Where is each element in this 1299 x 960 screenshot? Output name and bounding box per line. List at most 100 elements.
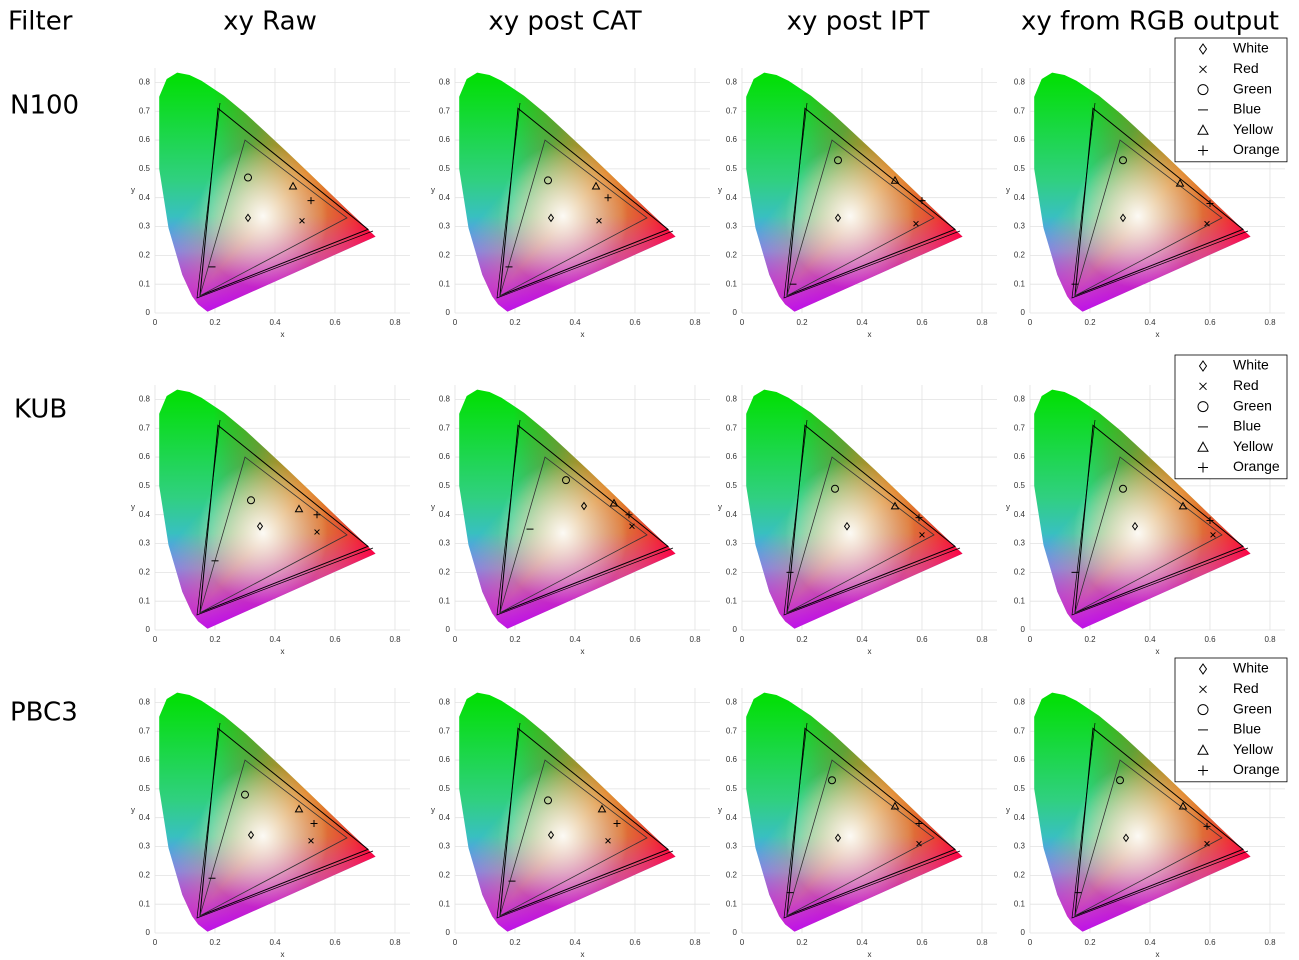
y-tick-label: 0.7 xyxy=(726,106,738,115)
legend-marker xyxy=(1198,663,1208,675)
point-plus xyxy=(1206,199,1214,207)
y-tick-label: 0 xyxy=(733,928,738,937)
legend-label: Blue xyxy=(1233,721,1261,737)
y-tick-label: 0.1 xyxy=(726,596,738,605)
y-tick-label: 0.6 xyxy=(439,755,451,764)
y-tick-label: 0.2 xyxy=(726,567,738,576)
y-axis-label: y xyxy=(131,806,135,815)
row-label: PBC3 xyxy=(10,698,78,728)
point-diamond xyxy=(244,213,252,223)
y-tick-label: 0.4 xyxy=(439,193,451,202)
x-tick-label: 0.2 xyxy=(796,938,808,947)
x-tick-label: 0.6 xyxy=(329,635,341,644)
y-tick-label: 0.3 xyxy=(439,222,451,231)
y-tick-label: 0.8 xyxy=(726,78,738,87)
column-header: xy post CAT xyxy=(488,7,641,37)
x-tick-label: 0.4 xyxy=(569,938,581,947)
point-circle xyxy=(828,776,837,785)
x-axis-label: x xyxy=(868,950,872,959)
legend-label: Orange xyxy=(1233,458,1280,474)
chart-panel: 0 0.2 0.4 0.6 0.8 0 0.1 0.2 0.3 0.4 0.5 0.6 0.7 0.8 x y xyxy=(718,688,997,959)
y-tick-label: 0.8 xyxy=(1014,78,1026,87)
legend: White Red Green Blue Yellow Orange xyxy=(1174,657,1288,783)
point-circle xyxy=(834,156,843,165)
y-tick-label: 0 xyxy=(146,308,151,317)
point-plus xyxy=(915,819,923,827)
legend-layer: White Red Green Blue Yellow Orange xyxy=(1174,354,1288,480)
x-tick-label: 0 xyxy=(740,938,745,947)
y-tick-label: 0.3 xyxy=(726,222,738,231)
x-tick-label: 0 xyxy=(153,938,158,947)
y-tick-label: 0.8 xyxy=(139,395,151,404)
legend-layer: White Red Green Blue Yellow Orange xyxy=(1174,37,1288,163)
y-tick-label: 0.8 xyxy=(139,698,151,707)
y-tick-label: 0.7 xyxy=(439,726,451,735)
x-axis-label: x xyxy=(581,950,585,959)
y-tick-label: 0.3 xyxy=(139,539,151,548)
chart-panel: 0 0.2 0.4 0.6 0.8 0 0.1 0.2 0.3 0.4 0.5 0.6 0.7 0.8 x y xyxy=(718,68,997,339)
y-tick-label: 0.4 xyxy=(1014,813,1026,822)
y-tick-label: 0.3 xyxy=(139,842,151,851)
point-plus xyxy=(918,197,926,205)
y-tick-label: 0.6 xyxy=(139,135,151,144)
y-tick-label: 0.1 xyxy=(139,279,151,288)
y-tick-label: 0.5 xyxy=(139,164,151,173)
y-tick-label: 0.4 xyxy=(1014,193,1026,202)
point-circle xyxy=(244,173,253,182)
legend-marker xyxy=(1199,685,1207,694)
point-x xyxy=(913,220,919,227)
x-tick-label: 0.2 xyxy=(509,318,521,327)
y-tick-label: 0.7 xyxy=(1014,726,1026,735)
legend-label: Red xyxy=(1233,60,1259,76)
y-tick-label: 0.5 xyxy=(1014,164,1026,173)
x-tick-label: 0.4 xyxy=(856,938,868,947)
chart-panel: 0 0.2 0.4 0.6 0.8 0 0.1 0.2 0.3 0.4 0.5 0.6 0.7 0.8 x y xyxy=(431,688,710,959)
column-header: xy from RGB output xyxy=(1021,7,1279,37)
point-circle xyxy=(247,496,256,505)
y-tick-label: 0.7 xyxy=(439,106,451,115)
x-tick-label: 0.6 xyxy=(916,635,928,644)
x-tick-label: 0.6 xyxy=(629,318,641,327)
y-tick-label: 0.5 xyxy=(726,784,738,793)
y-tick-label: 0.3 xyxy=(439,842,451,851)
y-tick-label: 0.5 xyxy=(726,481,738,490)
x-tick-label: 0.2 xyxy=(509,635,521,644)
y-axis-label: y xyxy=(1006,186,1010,195)
point-plus xyxy=(310,819,318,827)
y-tick-label: 0.3 xyxy=(139,222,151,231)
point-plus xyxy=(915,514,923,522)
y-tick-label: 0 xyxy=(446,308,451,317)
y-tick-label: 0.8 xyxy=(726,395,738,404)
point-plus xyxy=(307,197,315,205)
y-tick-label: 0.4 xyxy=(139,813,151,822)
legend-label: Red xyxy=(1233,680,1259,696)
y-tick-label: 0.2 xyxy=(439,250,451,259)
x-tick-label: 0.4 xyxy=(1144,938,1156,947)
y-tick-label: 0.7 xyxy=(439,423,451,432)
x-tick-label: 0.4 xyxy=(856,635,868,644)
point-x xyxy=(916,840,922,847)
y-tick-label: 0 xyxy=(1021,308,1026,317)
y-tick-label: 0.8 xyxy=(1014,698,1026,707)
point-plus xyxy=(625,511,633,519)
y-tick-label: 0.5 xyxy=(1014,481,1026,490)
point-diamond xyxy=(547,213,555,223)
y-tick-label: 0.8 xyxy=(139,78,151,87)
chart-panel: 0 0.2 0.4 0.6 0.8 0 0.1 0.2 0.3 0.4 0.5 0.6 0.7 0.8 x y xyxy=(431,385,710,656)
x-axis-label: x xyxy=(1156,647,1160,656)
x-axis-label: x xyxy=(281,330,285,339)
point-circle xyxy=(1119,156,1128,165)
y-tick-label: 0 xyxy=(1021,625,1026,634)
x-tick-label: 0.2 xyxy=(209,938,221,947)
point-x xyxy=(1204,220,1210,227)
legend-label: Red xyxy=(1233,377,1259,393)
x-tick-label: 0.2 xyxy=(1084,938,1096,947)
x-tick-label: 0.6 xyxy=(329,318,341,327)
y-tick-label: 0.3 xyxy=(726,842,738,851)
y-tick-label: 0.6 xyxy=(439,452,451,461)
y-tick-label: 0.6 xyxy=(726,452,738,461)
x-tick-label: 0.4 xyxy=(569,635,581,644)
legend-marker xyxy=(1198,462,1208,473)
x-tick-label: 0 xyxy=(740,635,745,644)
